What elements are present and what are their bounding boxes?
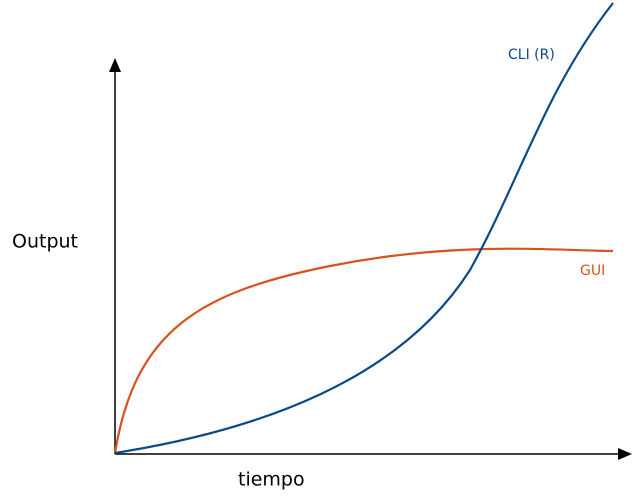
gui-curve	[113, 247, 614, 454]
cli-curve	[114, 2, 614, 455]
x-arrow	[618, 448, 632, 460]
gui-label: GUI	[580, 263, 605, 279]
x-label: tiempo	[238, 469, 305, 491]
cli-label: CLI (R)	[508, 47, 555, 63]
y-label: Output	[12, 231, 78, 253]
y-arrow	[109, 58, 121, 72]
